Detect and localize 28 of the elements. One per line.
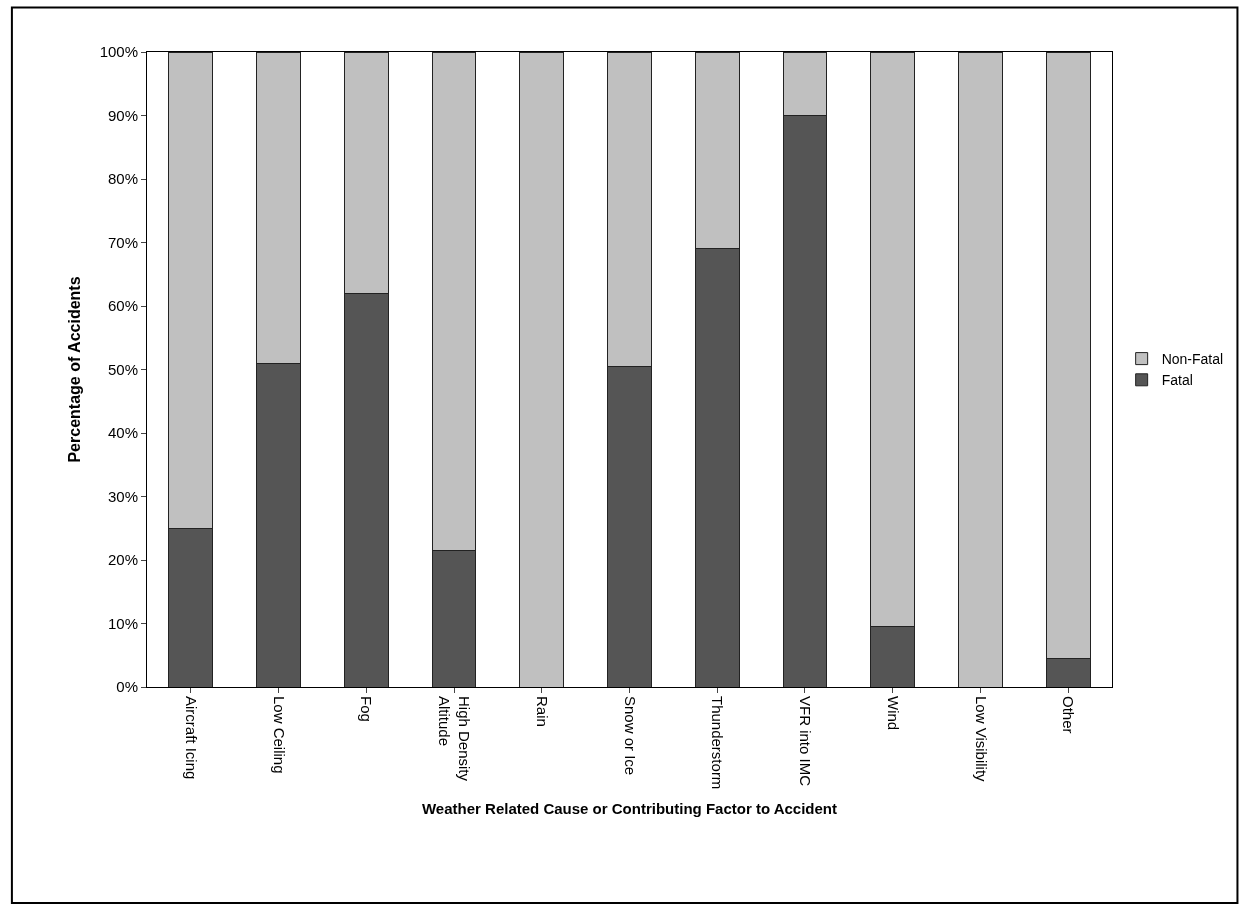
x-tick-label: VFR into IMC xyxy=(797,696,815,787)
x-tick-label: Thunderstorm xyxy=(709,696,727,790)
y-tick-label: 60% xyxy=(107,297,138,315)
y-axis-title: Percentage of Accidents xyxy=(65,276,83,463)
y-tick-label: 40% xyxy=(107,424,138,442)
bar xyxy=(957,52,1003,687)
x-tick-label: Wind xyxy=(884,696,902,731)
y-tick-label: 80% xyxy=(107,170,138,188)
x-tick-label: Other xyxy=(1060,696,1078,734)
x-tick-label: High Density Altitude xyxy=(436,696,473,782)
y-tick-label: 70% xyxy=(107,233,138,251)
x-tick-label: Snow or Ice xyxy=(621,696,639,776)
y-tick-label: 50% xyxy=(107,360,138,378)
y-tick-label: 30% xyxy=(107,487,138,505)
bar xyxy=(519,52,565,687)
legend-label: Non-Fatal xyxy=(1161,351,1224,368)
x-axis-title: Weather Related Cause or Contributing Factor to Accident xyxy=(421,800,838,818)
y-tick-label: 0% xyxy=(116,678,138,696)
x-tick-label: Fog xyxy=(358,696,376,722)
y-tick-label: 20% xyxy=(107,551,138,569)
x-tick-label: Aircraft Icing xyxy=(182,696,200,780)
x-tick-label: Low Ceiling xyxy=(270,696,288,774)
x-tick-label: Rain xyxy=(533,696,551,727)
y-tick-label: 100% xyxy=(99,43,138,61)
y-tick-label: 10% xyxy=(107,614,138,632)
legend-label: Fatal xyxy=(1161,372,1193,389)
x-tick-label: Low Visibility xyxy=(972,696,990,783)
y-tick-label: 90% xyxy=(107,106,138,124)
